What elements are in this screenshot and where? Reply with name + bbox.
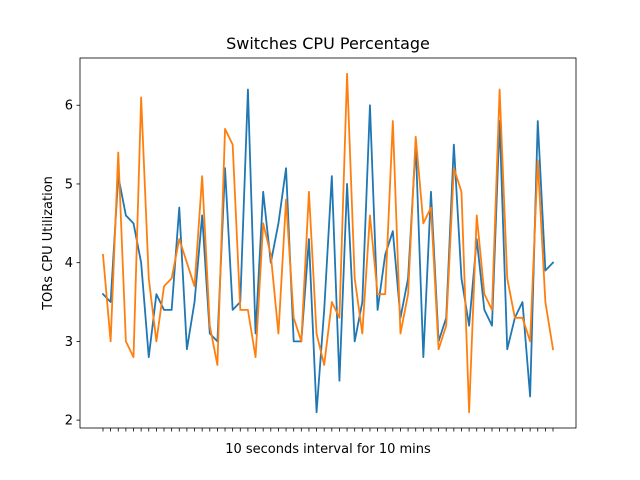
y-axis-label: TORs CPU Utilization [41, 176, 56, 311]
y-tick-label: 2 [65, 414, 73, 429]
series-layer [101, 72, 555, 414]
series-line-2 [102, 72, 555, 414]
x-axis-label: 10 seconds interval for 10 mins [225, 442, 431, 457]
y-tick-label: 5 [65, 177, 73, 192]
x-axis-ticks [102, 428, 554, 432]
y-tick-label: 3 [65, 335, 73, 350]
series-line-1 [101, 88, 555, 414]
y-tick-label: 4 [65, 256, 73, 271]
y-axis-ticks: 2 3 4 5 6 [65, 99, 80, 429]
y-tick-label: 6 [65, 99, 73, 114]
plot-frame [79, 57, 577, 429]
chart-title: Switches CPU Percentage [226, 34, 430, 53]
